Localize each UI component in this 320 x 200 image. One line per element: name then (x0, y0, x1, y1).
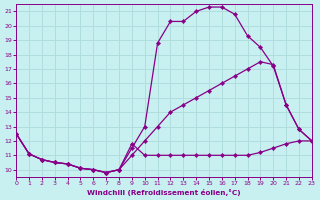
X-axis label: Windchill (Refroidissement éolien,°C): Windchill (Refroidissement éolien,°C) (87, 189, 241, 196)
